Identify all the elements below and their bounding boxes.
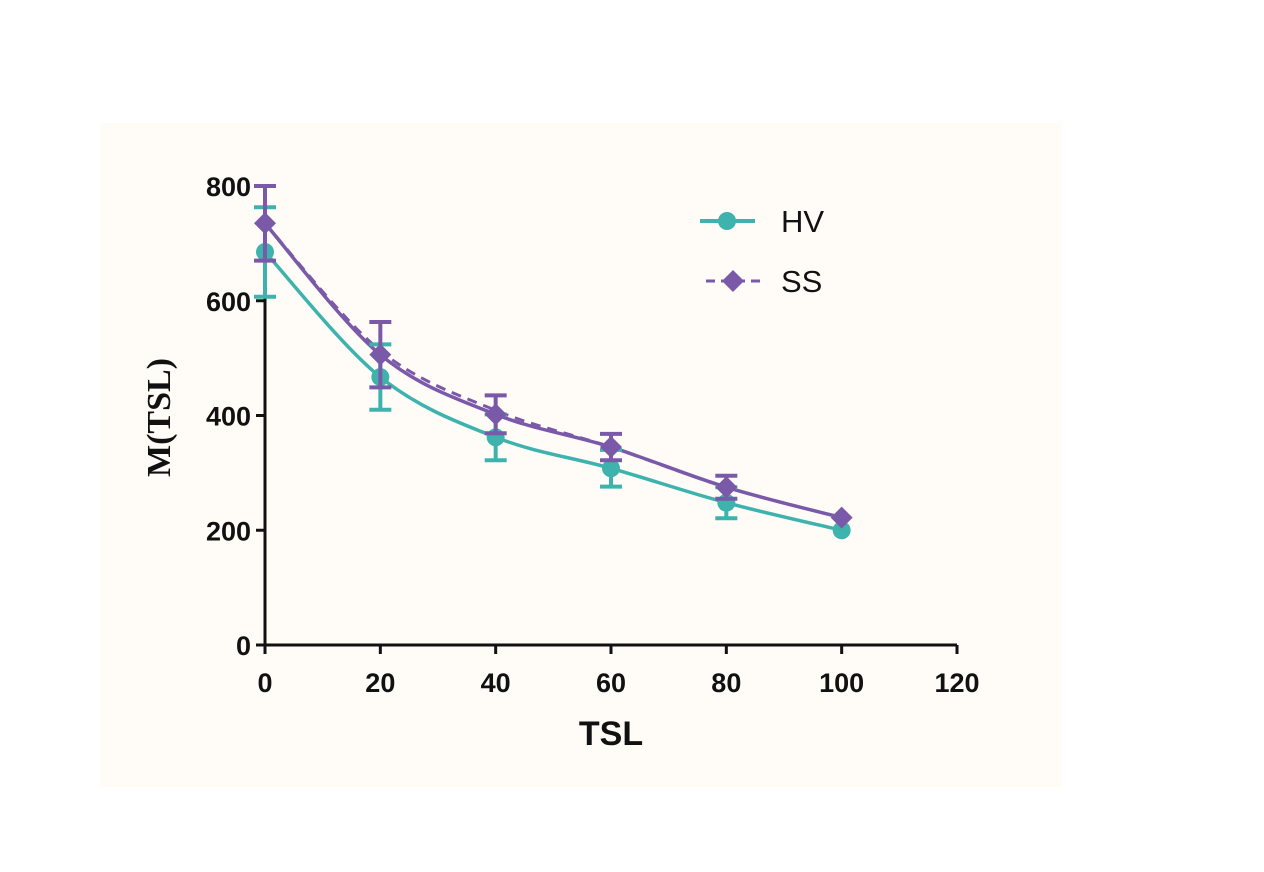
data-point-ss — [830, 506, 853, 529]
series-layer — [254, 184, 853, 540]
legend-item-ss: SS — [706, 264, 822, 299]
y-axis-title: M(TSL) — [141, 358, 178, 477]
y-tick-label: 200 — [206, 516, 251, 546]
fit-lines — [263, 222, 843, 533]
y-tick-label: 0 — [236, 631, 251, 661]
figure-panel — [100, 123, 1062, 787]
x-tick-label: 20 — [365, 668, 395, 698]
series-ss — [254, 184, 853, 529]
y-tick-label: 400 — [206, 402, 251, 432]
data-point-ss — [600, 436, 622, 459]
data-point-ss — [715, 476, 738, 499]
y-tick-label: 600 — [206, 287, 251, 317]
x-tick-label: 0 — [257, 668, 272, 698]
legend-marker-hv — [718, 212, 736, 230]
x-axis-title: TSL — [579, 715, 643, 753]
fit-curve-hv — [263, 250, 843, 533]
axes — [263, 186, 957, 647]
x-tick-label: 60 — [596, 668, 626, 698]
legend-label-ss: SS — [781, 264, 822, 299]
y-tick-label: 800 — [206, 172, 251, 202]
data-point-ss — [484, 403, 507, 426]
data-point-ss — [369, 343, 392, 366]
x-tick-label: 80 — [711, 668, 741, 698]
legend-item-hv: HV — [700, 204, 824, 239]
x-tick-label: 100 — [819, 668, 864, 698]
data-point-hv — [832, 521, 851, 540]
ticks: 0 200 400 600 800 0 20 40 60 80 100 120 — [206, 172, 980, 698]
data-point-ss — [254, 212, 276, 235]
legend-label-hv: HV — [781, 204, 824, 239]
legend-marker-ss — [722, 270, 744, 292]
legend: HV SS — [700, 204, 824, 299]
fit-curve-ss — [263, 222, 843, 520]
series-line-ss — [263, 222, 843, 520]
x-tick-label: 40 — [481, 668, 511, 698]
x-tick-label: 120 — [934, 668, 979, 698]
data-point-hv — [602, 459, 620, 478]
series-hv — [254, 205, 851, 540]
